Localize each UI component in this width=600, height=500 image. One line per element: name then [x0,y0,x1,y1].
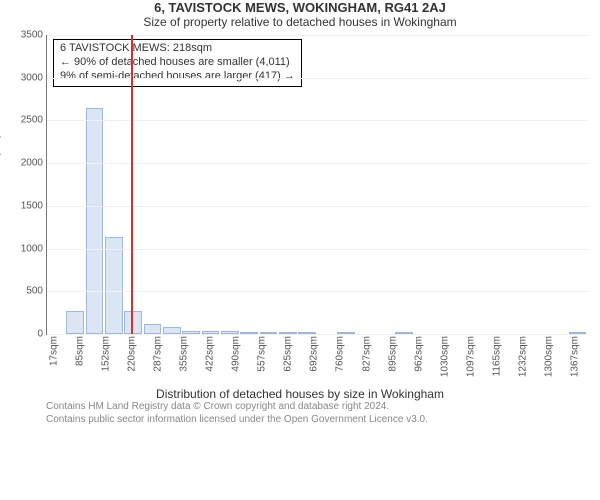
x-tick-label: 355sqm [178,336,189,372]
x-tick-label: 287sqm [152,336,163,372]
histogram-bar [86,108,104,334]
y-tick-label: 500 [26,286,47,297]
y-tick-label: 1500 [21,200,47,211]
plot-area: 17sqm85sqm152sqm220sqm287sqm355sqm422sqm… [46,35,588,335]
x-tick-label: 1097sqm [465,336,476,377]
x-tick-label: 1232sqm [518,336,529,377]
x-tick-label: 220sqm [126,336,137,372]
x-ticks: 17sqm 85sqm 152sqm 220sqm 287sqm 355sqm 422sqm… [47,334,588,392]
x-tick-label: 152sqm [100,336,111,372]
x-tick-label: 760sqm [335,336,346,372]
x-tick-label: 1165sqm [491,336,502,376]
y-gridline [47,35,588,36]
annotation-line-1: 6 TAVISTOCK MEWS: 218sqm [60,42,295,56]
x-tick-label: 557sqm [257,336,268,372]
x-tick-label: 692sqm [309,336,320,372]
y-tick-label: 3500 [21,30,47,41]
x-tick-label: 895sqm [387,336,398,372]
x-tick-label: 85sqm [74,336,85,366]
chart: Number of detached properties 17sqm85sqm… [0,35,600,335]
y-gridline [47,78,588,79]
y-axis-label: Number of detached properties [0,102,1,267]
histogram-bar [105,237,123,334]
y-tick-label: 0 [37,329,47,340]
y-tick-label: 1000 [21,243,47,254]
footer-line-1: Contains HM Land Registry data © Crown c… [46,401,588,414]
x-tick-label: 827sqm [361,336,372,372]
y-gridline [47,334,588,335]
histogram-bar [66,311,84,334]
x-tick-label: 962sqm [413,336,424,372]
x-tick-label: 1300sqm [544,336,555,377]
annotation-line-2: ← 90% of detached houses are smaller (4,… [60,56,295,70]
x-tick-label: 1030sqm [439,336,450,377]
annotation-line-3: 9% of semi-detached houses are larger (4… [60,70,295,84]
y-tick-label: 2000 [21,158,47,169]
footer: Contains HM Land Registry data © Crown c… [46,401,588,426]
x-tick-label: 17sqm [48,336,59,366]
y-gridline [47,163,588,164]
x-tick-label: 1367sqm [570,336,581,377]
y-gridline [47,291,588,292]
y-gridline [47,249,588,250]
y-tick-label: 2500 [21,115,47,126]
footer-line-2: Contains public sector information licen… [46,414,588,427]
title: 6, TAVISTOCK MEWS, WOKINGHAM, RG41 2AJ [0,0,600,15]
x-tick-label: 625sqm [283,336,294,372]
y-tick-label: 3000 [21,72,47,83]
reference-line [131,35,133,334]
annotation-box: 6 TAVISTOCK MEWS: 218sqm ← 90% of detach… [53,39,302,87]
histogram-bar [144,324,162,334]
x-tick-label: 490sqm [231,336,242,372]
y-gridline [47,120,588,121]
x-tick-label: 422sqm [205,336,216,372]
y-gridline [47,206,588,207]
subtitle: Size of property relative to detached ho… [0,15,600,29]
histogram-bar [163,327,181,334]
